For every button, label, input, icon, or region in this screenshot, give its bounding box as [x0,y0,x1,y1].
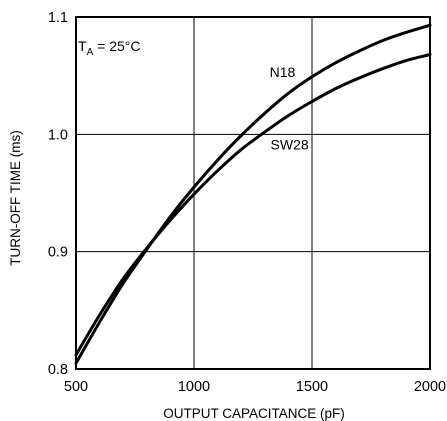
x-axis-label: OUTPUT CAPACITANCE (pF) [163,406,345,421]
series-line-sw28 [74,53,432,357]
x-tick-label: 500 [64,379,88,395]
temperature-annotation: TA = 25°C [78,38,140,58]
x-tick-label: 2000 [414,379,446,395]
y-axis-label: TURN-OFF TIME (ms) [8,130,23,265]
annotation-main: T [78,38,87,54]
series-label-sw28: SW28 [271,137,309,153]
x-tick-labels: 500 1000 1500 2000 [64,379,446,395]
y-tick-label: 1.0 [48,127,68,143]
x-tick-label: 1500 [296,379,328,395]
y-tick-labels: 0.8 0.9 1.0 1.1 [48,10,68,378]
series-labels: N18 SW28 [270,64,309,153]
x-tick-label: 1000 [178,379,210,395]
annotation-rest: = 25°C [93,38,140,54]
annotation-subscript: A [87,47,94,58]
y-tick-label: 0.9 [48,245,68,261]
plot-frame [75,16,431,370]
y-tick-label: 1.1 [48,10,68,26]
series-lines [74,23,432,365]
y-tick-label: 0.8 [48,362,68,378]
series-line-n18 [74,23,432,365]
series-label-n18: N18 [270,64,296,80]
